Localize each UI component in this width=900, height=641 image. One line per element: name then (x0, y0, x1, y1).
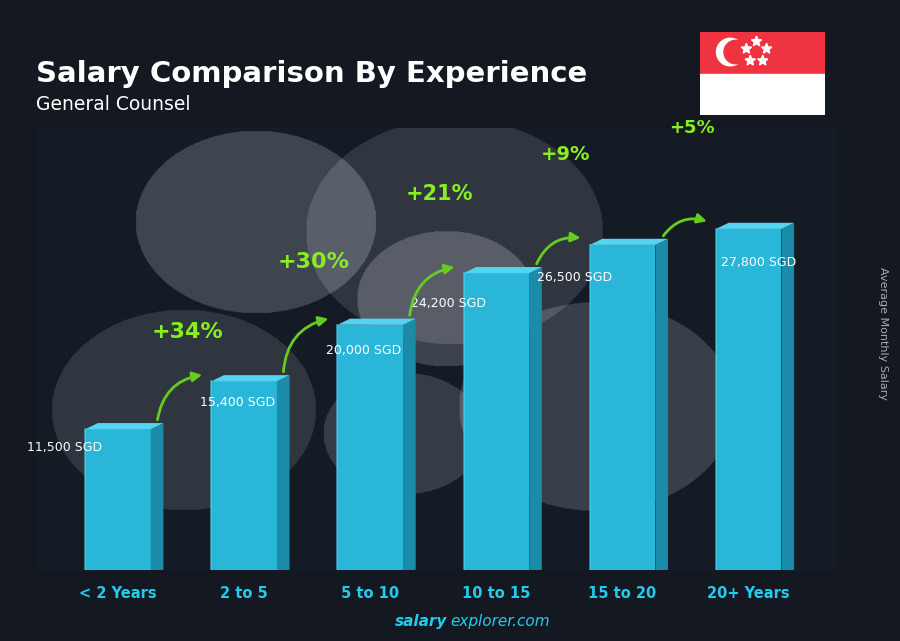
Polygon shape (724, 40, 747, 63)
Polygon shape (464, 273, 529, 570)
Polygon shape (338, 319, 416, 325)
Polygon shape (758, 55, 768, 65)
Polygon shape (338, 325, 403, 570)
Text: 11,500 SGD: 11,500 SGD (28, 440, 103, 453)
Text: salary: salary (395, 615, 447, 629)
Text: 24,200 SGD: 24,200 SGD (411, 297, 486, 310)
Text: explorer.com: explorer.com (450, 615, 550, 629)
Polygon shape (716, 229, 781, 570)
Polygon shape (86, 429, 151, 570)
Polygon shape (212, 381, 277, 570)
Polygon shape (212, 375, 290, 381)
Polygon shape (590, 238, 668, 245)
Polygon shape (655, 238, 668, 570)
Text: Average Monthly Salary: Average Monthly Salary (878, 267, 887, 400)
Text: General Counsel: General Counsel (36, 95, 191, 114)
Polygon shape (403, 319, 416, 570)
Polygon shape (464, 267, 542, 273)
Polygon shape (781, 223, 794, 570)
Text: Salary Comparison By Experience: Salary Comparison By Experience (36, 60, 587, 88)
Text: 26,500 SGD: 26,500 SGD (537, 271, 612, 284)
Text: +21%: +21% (406, 184, 473, 204)
Text: +34%: +34% (151, 322, 223, 342)
Text: 20,000 SGD: 20,000 SGD (327, 344, 401, 358)
Text: 15,400 SGD: 15,400 SGD (201, 396, 275, 410)
Text: +5%: +5% (669, 119, 715, 137)
Bar (700, 32, 825, 74)
Polygon shape (590, 245, 655, 570)
Polygon shape (761, 44, 772, 53)
Text: +30%: +30% (277, 251, 349, 272)
Polygon shape (742, 44, 751, 53)
Polygon shape (86, 423, 164, 429)
Bar (700, 74, 825, 115)
Polygon shape (716, 223, 794, 229)
Polygon shape (277, 375, 290, 570)
Polygon shape (745, 55, 755, 65)
Polygon shape (151, 423, 164, 570)
Text: 27,800 SGD: 27,800 SGD (721, 256, 796, 269)
Text: +9%: +9% (541, 145, 590, 164)
Polygon shape (529, 267, 542, 570)
Polygon shape (752, 36, 761, 46)
Polygon shape (716, 38, 744, 66)
